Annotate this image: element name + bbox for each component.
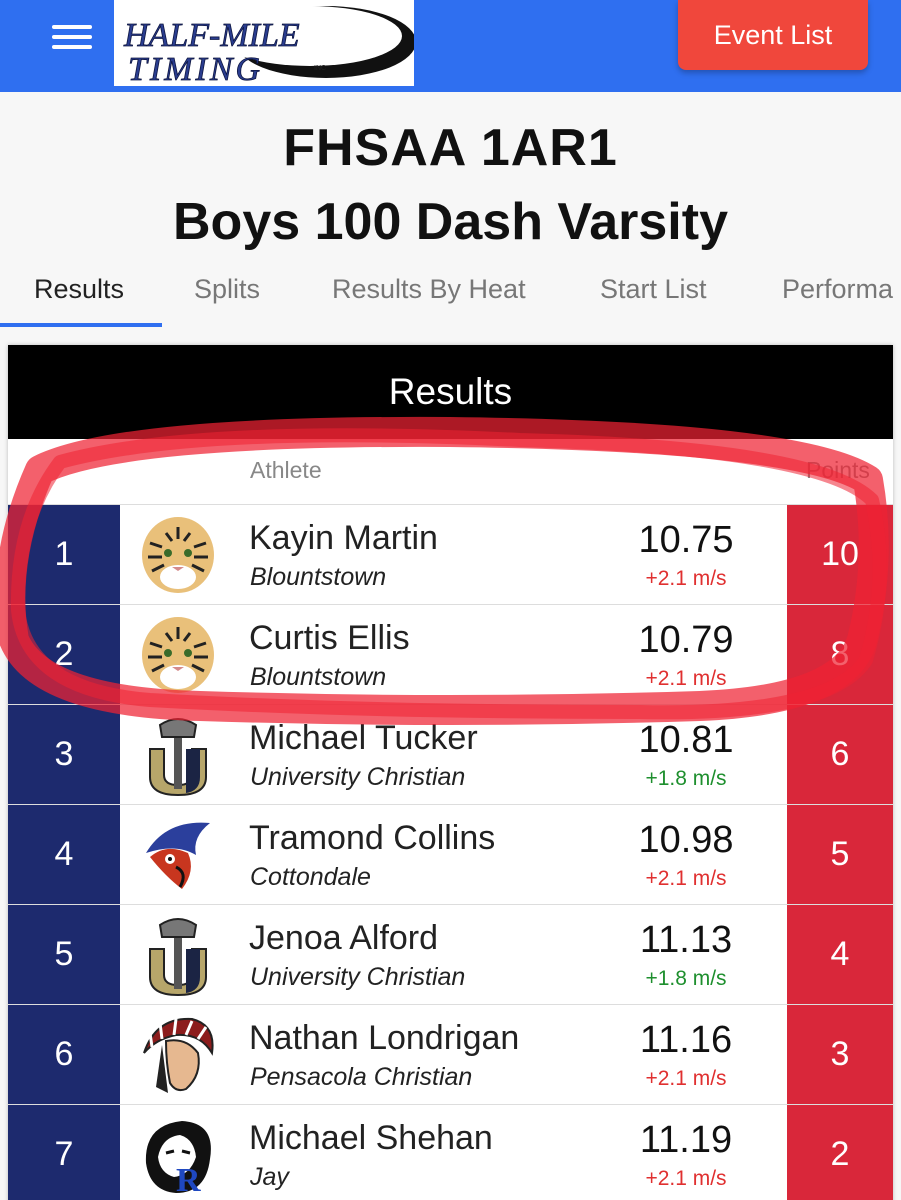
svg-text:R: R (176, 1162, 201, 1197)
lion-r-emblem-icon: R (145, 1121, 211, 1197)
table-row[interactable]: 1 Kayin Martin Blountstown 10.75 +2.1 m/… (8, 505, 893, 605)
points-cell: 8 (787, 605, 893, 704)
column-points: Points (806, 457, 870, 483)
tab-performance[interactable]: Performa (782, 274, 894, 304)
tiger-emblem-icon (142, 617, 214, 693)
tab-start-list[interactable]: Start List (600, 274, 707, 304)
tab-results-by-heat[interactable]: Results By Heat (332, 274, 526, 304)
points-cell: 4 (787, 905, 893, 1004)
points-cell: 5 (787, 805, 893, 904)
place-cell: 3 (8, 705, 120, 804)
place-cell: 4 (8, 805, 120, 904)
top-bar: HALF-MILE TIMING INC Event List (0, 0, 901, 92)
result-mark: 10.98 (638, 819, 734, 861)
athlete-team[interactable]: University Christian (250, 963, 466, 991)
tab-bar: Results Splits Results By Heat Start Lis… (0, 262, 901, 328)
logo-line1: HALF-MILE (123, 17, 300, 54)
table-row[interactable]: 5 Jenoa Alford University Christian 11.1… (8, 905, 893, 1005)
place-cell: 1 (8, 505, 120, 604)
event-list-button[interactable]: Event List (678, 0, 868, 70)
active-tab-indicator (0, 323, 162, 327)
half-mile-timing-logo[interactable]: HALF-MILE TIMING INC (114, 0, 414, 86)
results-card: Results Athlete Points 1 Kayin Martin Bl… (8, 345, 893, 1200)
athlete-team[interactable]: Jay (250, 1163, 289, 1191)
column-header-row: Athlete Points (8, 439, 893, 505)
athlete-name[interactable]: Tramond Collins (249, 819, 496, 857)
athlete-team[interactable]: Blountstown (250, 663, 387, 691)
table-row[interactable]: 6 Nathan Londrigan Pensacola Christian 1… (8, 1005, 893, 1105)
wind-reading: +1.8 m/s (645, 967, 727, 990)
hamburger-menu-icon[interactable] (52, 22, 94, 50)
place-cell: 2 (8, 605, 120, 704)
athlete-team[interactable]: Pensacola Christian (250, 1063, 473, 1091)
athlete-name[interactable]: Michael Shehan (249, 1119, 493, 1157)
logo-mark: INC (314, 65, 326, 72)
chief-emblem-icon (143, 1017, 214, 1093)
meet-title: FHSAA 1AR1 (283, 119, 618, 177)
event-title: Boys 100 Dash Varsity (173, 193, 728, 251)
athlete-team[interactable]: Cottondale (250, 863, 371, 891)
result-mark: 11.19 (639, 1119, 733, 1161)
points-cell: 6 (787, 705, 893, 804)
athlete-team[interactable]: University Christian (250, 763, 466, 791)
athlete-name[interactable]: Nathan Londrigan (249, 1019, 520, 1057)
helmet-u-emblem-icon (149, 918, 207, 997)
points-cell: 3 (787, 1005, 893, 1104)
points-cell: 10 (787, 505, 893, 604)
wind-reading: +2.1 m/s (645, 1067, 727, 1090)
result-mark: 10.79 (638, 619, 734, 661)
tab-results[interactable]: Results (34, 274, 125, 304)
result-mark: 10.75 (638, 519, 734, 561)
logo-line2: TIMING (128, 51, 263, 86)
athlete-name[interactable]: Michael Tucker (249, 719, 478, 757)
results-heading: Results (8, 345, 893, 439)
result-mark: 11.13 (639, 919, 733, 961)
athlete-name[interactable]: Curtis Ellis (249, 619, 410, 657)
wind-reading: +1.8 m/s (645, 767, 727, 790)
column-athlete: Athlete (250, 457, 322, 483)
athlete-name[interactable]: Jenoa Alford (249, 919, 439, 957)
helmet-u-emblem-icon (149, 718, 207, 797)
result-mark: 10.81 (638, 719, 734, 761)
athlete-team[interactable]: Blountstown (250, 563, 387, 591)
tiger-emblem-icon (142, 517, 214, 593)
table-row[interactable]: 7 R Michael Shehan Jay 11.19 +2.1 m/s 2 (8, 1105, 893, 1200)
table-row[interactable]: 4 Tramond Collins Cottondale 10.98 +2.1 … (8, 805, 893, 905)
athlete-name[interactable]: Kayin Martin (249, 519, 438, 557)
table-row[interactable]: 2 Curtis Ellis Blountstown 10.79 +2.1 m/… (8, 605, 893, 705)
hornet-emblem-icon (146, 822, 210, 889)
wind-reading: +2.1 m/s (645, 1167, 727, 1190)
tab-splits[interactable]: Splits (194, 274, 261, 304)
place-cell: 5 (8, 905, 120, 1004)
wind-reading: +2.1 m/s (645, 567, 727, 590)
wind-reading: +2.1 m/s (645, 667, 727, 690)
result-mark: 11.16 (639, 1019, 733, 1061)
table-row[interactable]: 3 Michael Tucker University Christian 10… (8, 705, 893, 805)
place-cell: 6 (8, 1005, 120, 1104)
points-cell: 2 (787, 1105, 893, 1200)
place-cell: 7 (8, 1105, 120, 1200)
wind-reading: +2.1 m/s (645, 867, 727, 890)
